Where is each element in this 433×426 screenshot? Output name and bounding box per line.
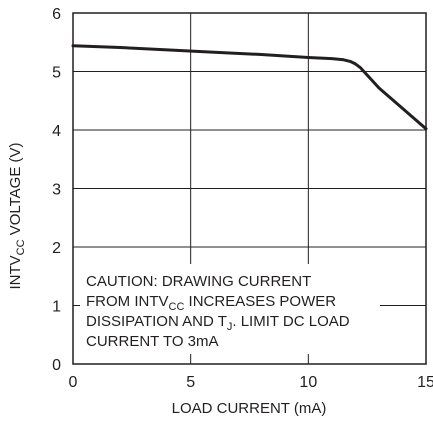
annotation-segment: CAUTION: DRAWING CURRENT — [86, 273, 311, 290]
x-tick-label: 15 — [417, 374, 433, 391]
annotation-line: CURRENT TO 3mA — [86, 333, 219, 350]
annotation-subscript: CC — [169, 301, 185, 313]
series-line — [71, 44, 428, 131]
y-tick-label: 2 — [52, 240, 61, 257]
y-axis-label: INTVCC VOLTAGE (V) — [7, 142, 27, 289]
y-tick-label: 3 — [52, 182, 61, 199]
annotation-text: CAUTION: DRAWING CURRENT FROM INTVCC INCR… — [86, 273, 350, 350]
annotation-subscript: J — [227, 321, 233, 333]
y-tick-label: 0 — [52, 357, 61, 374]
annotation-segment: DISSIPATION AND T — [86, 313, 227, 330]
x-axis-label: LOAD CURRENT (mA) — [172, 400, 327, 417]
annotation-segment: INCREASES POWER — [184, 293, 336, 310]
y-tick-label: 1 — [52, 299, 61, 316]
annotation-background — [80, 264, 380, 354]
annotation-segment: CURRENT TO 3mA — [86, 333, 219, 350]
x-tick-label: 0 — [69, 374, 78, 391]
annotation-line: FROM INTVCC INCREASES POWER — [86, 293, 336, 313]
x-tick-label: 10 — [299, 374, 317, 391]
annotation-segment: . LIMIT DC LOAD — [232, 313, 349, 330]
annotation-segment: FROM INTV — [86, 293, 169, 310]
y-tick-label: 5 — [52, 65, 61, 82]
y-tick-label: 4 — [52, 123, 61, 140]
series-lines — [71, 44, 428, 131]
x-tick-label: 5 — [186, 374, 195, 391]
y-axis-label-prefix: INTV — [7, 255, 24, 289]
y-axis-label-subscript: CC — [15, 239, 27, 255]
annotation-line: DISSIPATION AND TJ. LIMIT DC LOAD — [86, 313, 350, 333]
y-axis-label-suffix: VOLTAGE (V) — [7, 142, 24, 239]
tick-labels: 0 5 10 15 0 1 2 3 4 5 6 — [52, 6, 433, 391]
y-tick-label: 6 — [52, 6, 61, 23]
plot-frame — [72, 12, 427, 365]
annotation-line: CAUTION: DRAWING CURRENT — [86, 273, 311, 290]
